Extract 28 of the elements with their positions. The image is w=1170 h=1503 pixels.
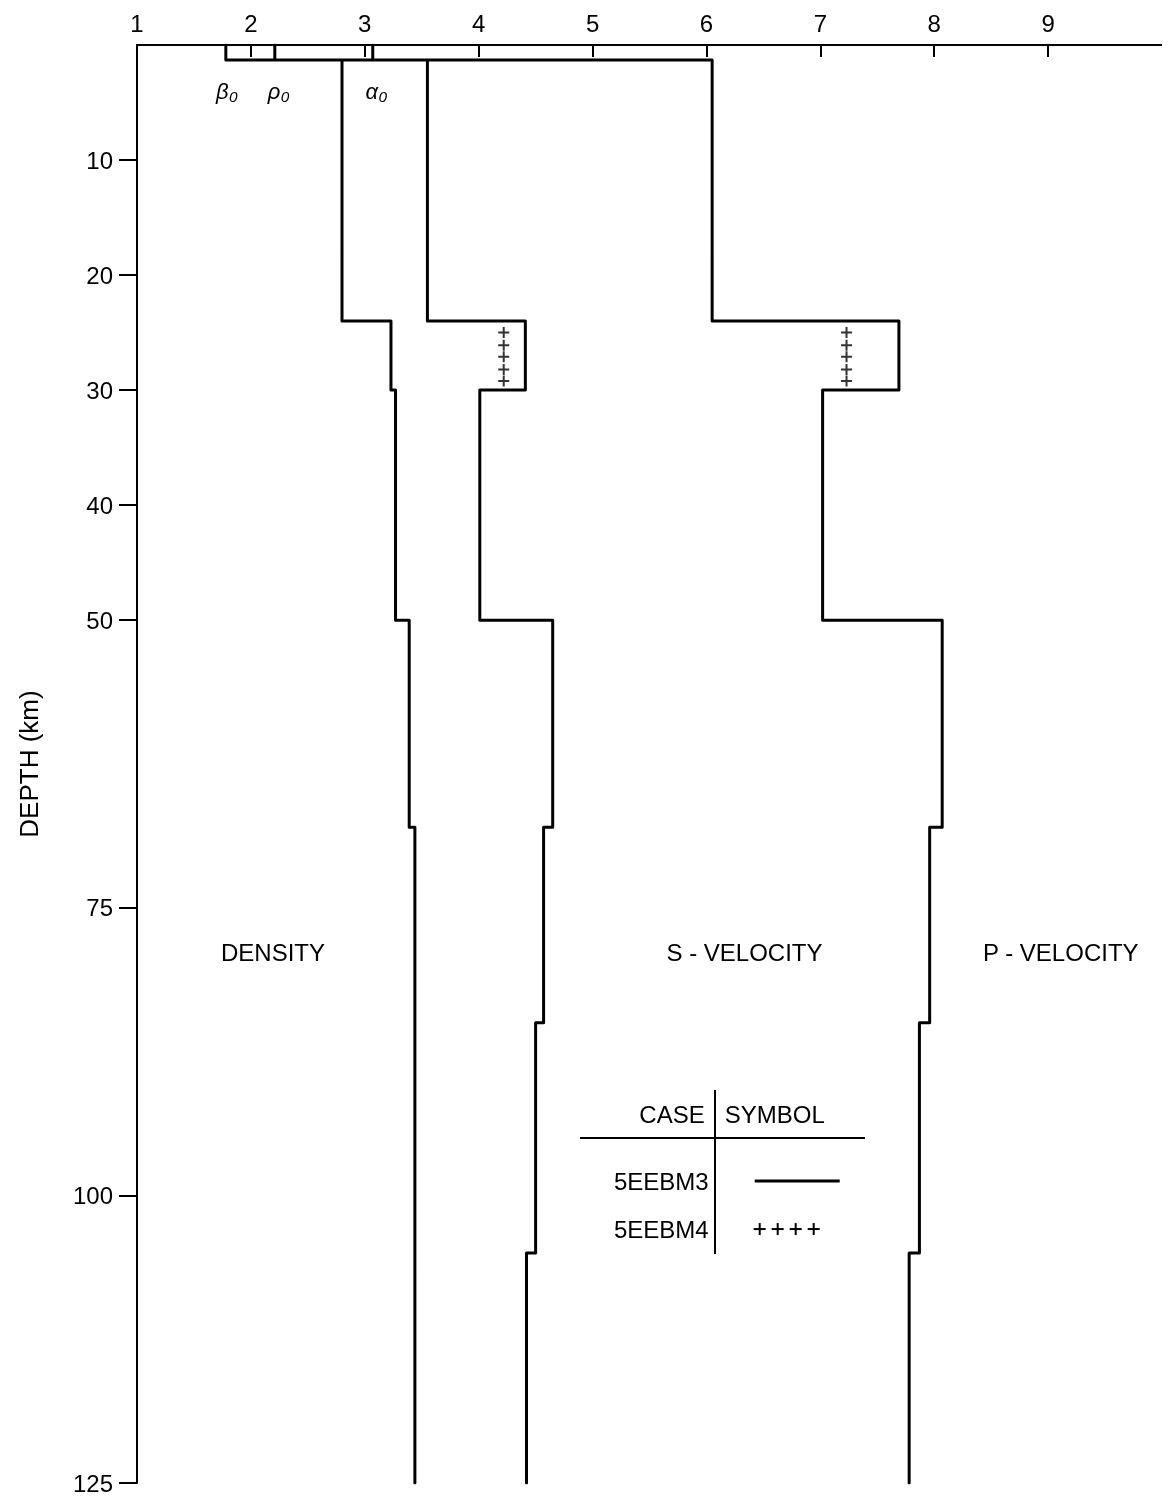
annotation: DENSITY [220, 938, 326, 966]
y-tick-label: 125 [72, 1469, 113, 1497]
x-tick-label: 5 [585, 9, 600, 37]
y-tick-label: 20 [86, 261, 113, 289]
x-tick-label: 7 [813, 9, 828, 37]
x-tick-label: 1 [130, 9, 144, 37]
x-tick-label: 4 [471, 9, 486, 37]
annotation: S - VELOCITY [666, 938, 823, 966]
annotation: SYMBOL [724, 1101, 825, 1129]
x-tick-label: 9 [1041, 9, 1055, 37]
annotation: CASE [639, 1101, 705, 1129]
y-axis-title: DEPTH (km) [14, 690, 44, 838]
y-tick-label: 30 [86, 376, 113, 404]
x-tick-label: 2 [244, 9, 258, 37]
y-tick-label: 100 [72, 1181, 113, 1209]
annotation: α₀ [365, 78, 388, 104]
x-tick-label: 6 [699, 9, 714, 37]
x-tick-label: 8 [927, 9, 941, 37]
y-tick-label: 10 [86, 146, 113, 174]
annotation: ρ₀ [266, 78, 290, 104]
y-tick-label: 40 [86, 491, 113, 519]
legend-label: 5EEBM3 [613, 1167, 709, 1195]
y-tick-label: 75 [86, 894, 113, 922]
legend-label: 5EEBM4 [613, 1215, 709, 1243]
x-tick-label: 3 [358, 9, 372, 37]
annotation: β₀ [215, 78, 238, 104]
y-tick-label: 50 [86, 606, 113, 634]
annotation: P - VELOCITY [982, 938, 1139, 966]
